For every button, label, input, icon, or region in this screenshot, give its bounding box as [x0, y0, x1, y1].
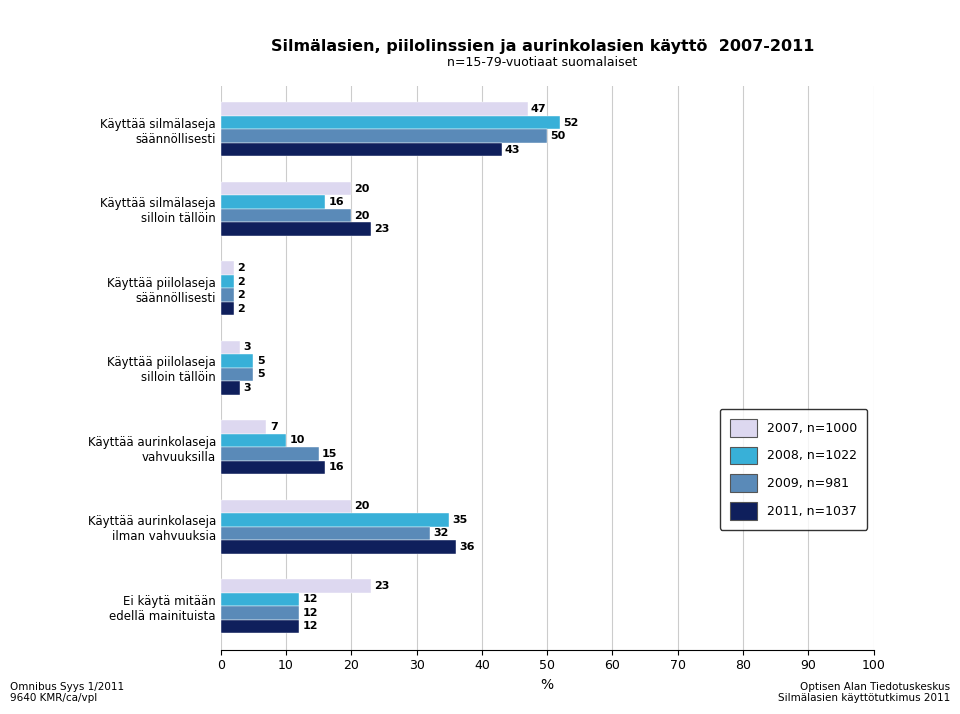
X-axis label: %: % [540, 678, 554, 692]
Text: 32: 32 [433, 528, 448, 538]
Text: 3: 3 [244, 383, 252, 393]
Text: 47: 47 [531, 104, 546, 114]
Text: 52: 52 [564, 118, 579, 128]
Text: 16: 16 [328, 463, 344, 473]
Text: 10: 10 [289, 436, 304, 446]
Bar [221, 527, 430, 540]
Bar [221, 275, 234, 288]
Text: n=15-79-vuotiaat suomalaiset: n=15-79-vuotiaat suomalaiset [447, 56, 637, 69]
Text: 23: 23 [374, 580, 390, 590]
Text: 35: 35 [452, 515, 468, 525]
Bar [221, 222, 371, 236]
Legend: 2007, n=1000, 2008, n=1022, 2009, n=981, 2011, n=1037: 2007, n=1000, 2008, n=1022, 2009, n=981,… [720, 409, 867, 530]
Bar [221, 341, 240, 354]
Bar [221, 196, 325, 208]
Bar [221, 208, 351, 222]
Text: 2: 2 [237, 276, 245, 286]
Bar [221, 302, 234, 316]
Text: 2: 2 [237, 290, 245, 300]
Text: taloustutkimus oy: taloustutkimus oy [17, 26, 202, 44]
Text: Optisen Alan Tiedotuskeskus
Silmälasien käyttötutkimus 2011: Optisen Alan Tiedotuskeskus Silmälasien … [779, 682, 950, 703]
Text: 7: 7 [270, 422, 277, 432]
Text: 20: 20 [354, 211, 370, 221]
Text: 2: 2 [237, 303, 245, 313]
Text: 5: 5 [256, 369, 264, 379]
Bar [221, 261, 234, 275]
Bar [221, 433, 286, 447]
Bar [221, 102, 528, 116]
Bar [221, 368, 253, 381]
Text: 36: 36 [459, 542, 474, 552]
Bar [221, 288, 234, 302]
Bar [221, 354, 253, 368]
Bar [221, 461, 325, 474]
Bar [221, 513, 449, 527]
Bar [221, 500, 351, 513]
Text: 12: 12 [302, 594, 318, 604]
Text: 15: 15 [322, 449, 337, 459]
Text: 2: 2 [237, 263, 245, 273]
Bar [221, 447, 319, 461]
Bar [221, 116, 561, 129]
Text: 43: 43 [505, 145, 520, 155]
Text: 20: 20 [354, 183, 370, 193]
Text: 3: 3 [244, 343, 252, 353]
Text: 12: 12 [302, 608, 318, 618]
Text: 16: 16 [328, 197, 344, 207]
Bar [221, 593, 300, 606]
Bar [221, 579, 371, 593]
Bar [221, 182, 351, 196]
Bar [221, 129, 547, 143]
Text: 20: 20 [354, 501, 370, 511]
Text: 12: 12 [302, 621, 318, 631]
Bar [221, 381, 240, 395]
Text: Omnibus Syys 1/2011
9640 KMR/ca/vpl: Omnibus Syys 1/2011 9640 KMR/ca/vpl [10, 682, 124, 703]
Text: 50: 50 [550, 131, 565, 141]
Text: Silmälasien, piilolinssien ja aurinkolasien käyttö  2007-2011: Silmälasien, piilolinssien ja aurinkolas… [271, 39, 814, 54]
Bar [221, 143, 501, 156]
Bar [221, 420, 267, 433]
Bar [221, 620, 300, 633]
Bar [221, 606, 300, 620]
Text: 23: 23 [374, 224, 390, 234]
Text: 5: 5 [256, 356, 264, 366]
Bar [221, 540, 456, 553]
